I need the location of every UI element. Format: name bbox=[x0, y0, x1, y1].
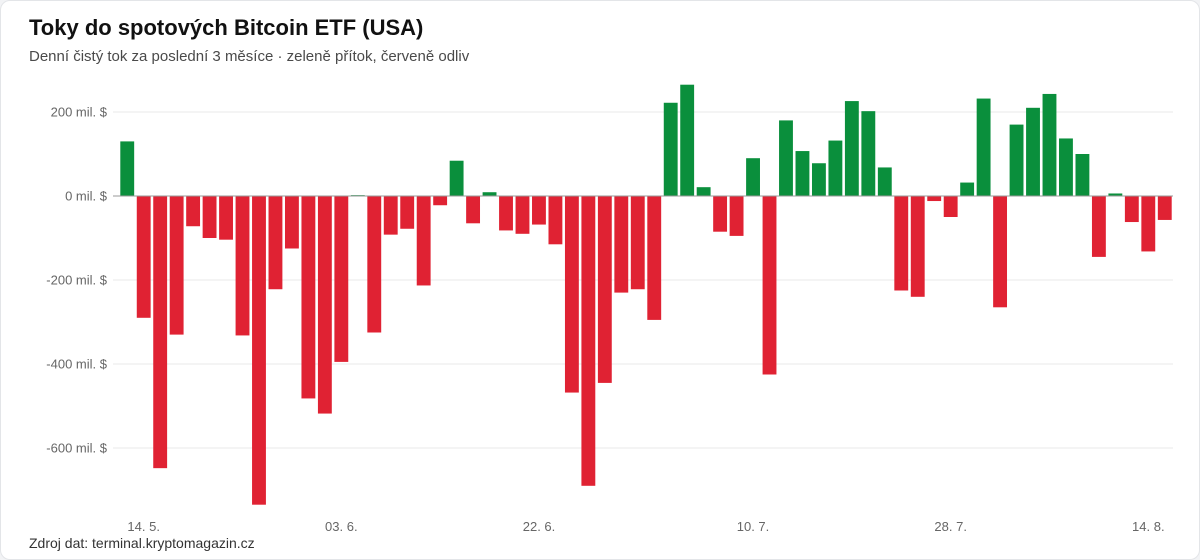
bars bbox=[120, 84, 1172, 505]
outflow-bar bbox=[268, 196, 283, 290]
inflow-bar bbox=[746, 158, 760, 196]
inflow-bar bbox=[779, 120, 793, 196]
outflow-bar bbox=[894, 196, 909, 291]
data-source-note: Zdroj dat: terminal.kryptomagazin.cz bbox=[29, 535, 255, 551]
inflow-bar bbox=[811, 163, 826, 196]
inflow-bar bbox=[449, 160, 464, 196]
outflow-bar bbox=[284, 196, 299, 249]
x-tick-label: 03. 6. bbox=[325, 519, 358, 531]
x-axis-tick-labels: 14. 5. 03. 6. 22. 6. 10. 7. 28. 7. 14. 8. bbox=[127, 519, 1164, 531]
outflow-bar bbox=[729, 196, 744, 236]
inflow-bar bbox=[976, 98, 991, 196]
outflow-bar bbox=[466, 196, 481, 224]
inflow-bar bbox=[960, 182, 975, 196]
outflow-bar bbox=[433, 196, 448, 206]
outflow-bar bbox=[169, 196, 184, 335]
outflow-bar bbox=[532, 196, 546, 225]
inflow-bar bbox=[861, 111, 876, 196]
outflow-bar bbox=[252, 196, 266, 505]
outflow-bar bbox=[202, 196, 217, 238]
inflow-bar bbox=[1108, 193, 1123, 196]
inflow-bar bbox=[663, 102, 678, 196]
chart-title: Toky do spotových Bitcoin ETF (USA) bbox=[29, 15, 424, 40]
inflow-bar bbox=[482, 192, 497, 196]
inflow-bar bbox=[1026, 107, 1040, 196]
y-tick-label: -400 mil. $ bbox=[46, 357, 107, 372]
x-tick-label: 14. 8. bbox=[1132, 519, 1165, 531]
x-tick-label: 28. 7. bbox=[934, 519, 967, 531]
y-tick-label: -200 mil. $ bbox=[46, 273, 107, 288]
y-tick-label: 0 mil. $ bbox=[65, 189, 108, 204]
outflow-bar bbox=[910, 196, 925, 297]
outflow-bar bbox=[713, 196, 728, 232]
outflow-bar bbox=[1141, 196, 1156, 252]
outflow-bar bbox=[400, 196, 415, 229]
inflow-bar bbox=[120, 141, 135, 196]
outflow-bar bbox=[499, 196, 513, 231]
outflow-bar bbox=[301, 196, 316, 399]
inflow-bar bbox=[1009, 124, 1024, 196]
outflow-bar bbox=[1091, 196, 1106, 257]
inflow-bar bbox=[844, 101, 859, 196]
outflow-bar bbox=[383, 196, 398, 235]
outflow-bar bbox=[993, 196, 1008, 308]
x-tick-label: 22. 6. bbox=[523, 519, 556, 531]
outflow-bar bbox=[943, 196, 958, 217]
inflow-bar bbox=[696, 187, 711, 196]
outflow-bar bbox=[219, 196, 233, 240]
outflow-bar bbox=[186, 196, 201, 227]
outflow-bar bbox=[416, 196, 431, 286]
inflow-bar bbox=[795, 151, 810, 196]
outflow-bar bbox=[1124, 196, 1139, 223]
outflow-bar bbox=[762, 196, 777, 375]
outflow-bar bbox=[548, 196, 563, 245]
bar-chart: 200 mil. $ 0 mil. $ -200 mil. $ -400 mil. $… bbox=[46, 84, 1173, 531]
inflow-bar bbox=[828, 140, 843, 196]
chart-subtitle: Denní čistý tok za poslední 3 měsíce · z… bbox=[29, 48, 470, 65]
y-tick-label: -600 mil. $ bbox=[46, 441, 107, 456]
outflow-bar bbox=[614, 196, 629, 293]
outflow-bar bbox=[515, 196, 530, 234]
outflow-bar bbox=[647, 196, 662, 320]
y-tick-label: 200 mil. $ bbox=[51, 105, 108, 120]
outflow-bar bbox=[927, 196, 942, 202]
outflow-bar bbox=[581, 196, 596, 486]
outflow-bar bbox=[597, 196, 612, 383]
inflow-bar bbox=[1059, 138, 1073, 196]
y-axis-tick-labels: 200 mil. $ 0 mil. $ -200 mil. $ -400 mil. $… bbox=[46, 105, 107, 456]
inflow-bar bbox=[877, 167, 892, 196]
outflow-bar bbox=[367, 196, 382, 333]
x-tick-label: 10. 7. bbox=[737, 519, 770, 531]
outflow-bar bbox=[1157, 196, 1172, 220]
outflow-bar bbox=[153, 196, 168, 469]
outflow-bar bbox=[235, 196, 250, 336]
inflow-bar bbox=[1075, 154, 1090, 196]
x-tick-label: 14. 5. bbox=[127, 519, 160, 531]
inflow-bar bbox=[1042, 93, 1057, 196]
inflow-bar bbox=[680, 84, 695, 196]
outflow-bar bbox=[630, 196, 645, 290]
outflow-bar bbox=[136, 196, 151, 318]
outflow-bar bbox=[317, 196, 332, 414]
outflow-bar bbox=[334, 196, 349, 362]
outflow-bar bbox=[564, 196, 579, 393]
